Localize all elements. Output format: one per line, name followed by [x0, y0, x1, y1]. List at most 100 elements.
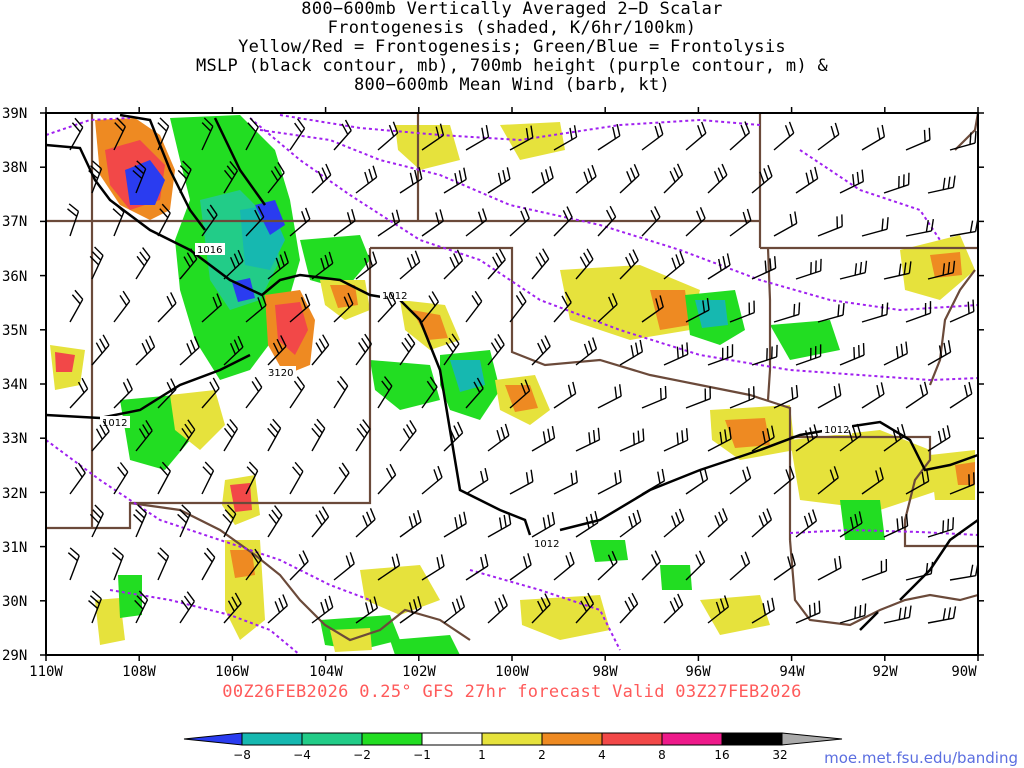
lon-label: 104W — [309, 664, 343, 680]
shade-patch — [650, 290, 690, 330]
colorbar-cell — [183, 732, 243, 746]
wind-barb — [69, 462, 86, 495]
wind-barb — [663, 593, 684, 624]
boundary-line — [129, 501, 471, 642]
wind-barb — [575, 427, 601, 452]
shade-patch — [660, 565, 692, 590]
wind-barb — [883, 605, 912, 624]
wind-barb — [377, 376, 393, 409]
wind-barb — [883, 261, 912, 280]
shade-patch — [118, 575, 142, 618]
wind-barb — [751, 164, 773, 194]
wind-barb — [949, 299, 975, 323]
shade-patch — [125, 160, 165, 205]
height-contours — [45, 114, 979, 656]
wind-barb — [289, 293, 311, 323]
wind-barb — [509, 125, 534, 151]
wind-barb — [487, 334, 505, 366]
wind-barb — [883, 172, 910, 194]
wind-barb — [223, 335, 244, 366]
wind-barb — [773, 211, 798, 237]
wind-barb — [91, 334, 110, 366]
wind-barb — [135, 247, 151, 280]
wind-barb — [927, 517, 955, 538]
contour-label-bg — [266, 366, 296, 378]
height-contour — [789, 528, 979, 536]
wind-barb — [112, 203, 125, 237]
wind-barb — [773, 553, 796, 581]
wind-barb — [641, 295, 664, 323]
shade-patch — [840, 500, 885, 540]
boundary-line — [766, 247, 772, 401]
wind-barb — [111, 547, 124, 581]
height-contour — [45, 439, 371, 601]
wind-barb — [861, 124, 886, 151]
shade-patch — [590, 540, 628, 562]
height-label: 3120 — [268, 368, 293, 379]
wind-barb — [619, 163, 640, 194]
wind-barb — [289, 461, 304, 495]
wind-barb — [157, 547, 170, 581]
wind-barb — [67, 203, 80, 237]
wind-barb — [69, 377, 89, 409]
height-contour — [109, 589, 301, 656]
wind-barb — [355, 333, 373, 366]
axis-ticks — [40, 107, 984, 661]
wind-barb — [89, 246, 104, 280]
wind-barb — [487, 594, 508, 624]
shade-patch — [120, 395, 190, 470]
wind-barb — [707, 508, 728, 538]
wind-barb — [333, 292, 354, 323]
wind-barb — [575, 248, 594, 280]
title-line-1: 800−600mb Vertically Averaged 2−D Scalar — [301, 0, 723, 19]
wind-barb — [355, 165, 378, 194]
shade-patch — [412, 310, 448, 340]
wind-barb — [201, 117, 214, 151]
colorbar-label: −8 — [233, 748, 251, 762]
colorbar-labels: −8 −4 −2 −1 1 2 4 8 16 32 — [233, 748, 787, 762]
wind-barb — [729, 121, 751, 151]
wind-barb — [905, 301, 932, 323]
wind-barb — [377, 553, 401, 581]
lon-label: 96W — [685, 664, 711, 680]
wind-barb — [89, 504, 104, 538]
wind-barb — [795, 509, 818, 538]
wind-barb — [905, 127, 931, 151]
boundary-line — [790, 435, 978, 548]
wind-barb — [355, 596, 378, 624]
wind-barb — [685, 550, 706, 581]
wind-barb — [135, 335, 156, 366]
wind-barb — [685, 121, 707, 151]
wind-barb — [267, 251, 289, 280]
lat-label: 38N — [2, 160, 27, 176]
height-contour — [469, 569, 621, 651]
wind-barb — [531, 335, 551, 366]
wind-barb — [179, 591, 195, 624]
wind-barb — [201, 461, 215, 495]
wind-barb — [663, 163, 684, 194]
wind-barb — [377, 291, 397, 323]
wind-barb — [927, 606, 957, 624]
wind-barb — [795, 600, 821, 624]
wind-barb — [465, 125, 490, 151]
colorbar-cell — [661, 732, 723, 746]
title-line-3: Yellow/Red = Frontogenesis; Green/Blue =… — [238, 37, 786, 57]
wind-barb — [531, 426, 556, 452]
wind-barb — [641, 385, 667, 409]
colorbar-label: −1 — [413, 748, 431, 762]
wind-barb — [839, 169, 865, 194]
wind-barb — [465, 208, 488, 237]
wind-barb — [619, 428, 645, 452]
wind-barb — [465, 554, 489, 581]
colorbar-cell — [781, 732, 843, 746]
lon-label: 92W — [872, 664, 898, 680]
wind-barb — [223, 418, 239, 452]
wind-barb — [707, 163, 728, 194]
wind-barb — [289, 376, 306, 409]
colorbar-label: 16 — [714, 748, 729, 762]
colorbar-cell — [541, 732, 603, 746]
colorbar-cell — [601, 732, 663, 746]
wind-barb — [443, 249, 464, 280]
colorbar-label: 4 — [598, 748, 606, 762]
wind-barb — [377, 209, 401, 237]
